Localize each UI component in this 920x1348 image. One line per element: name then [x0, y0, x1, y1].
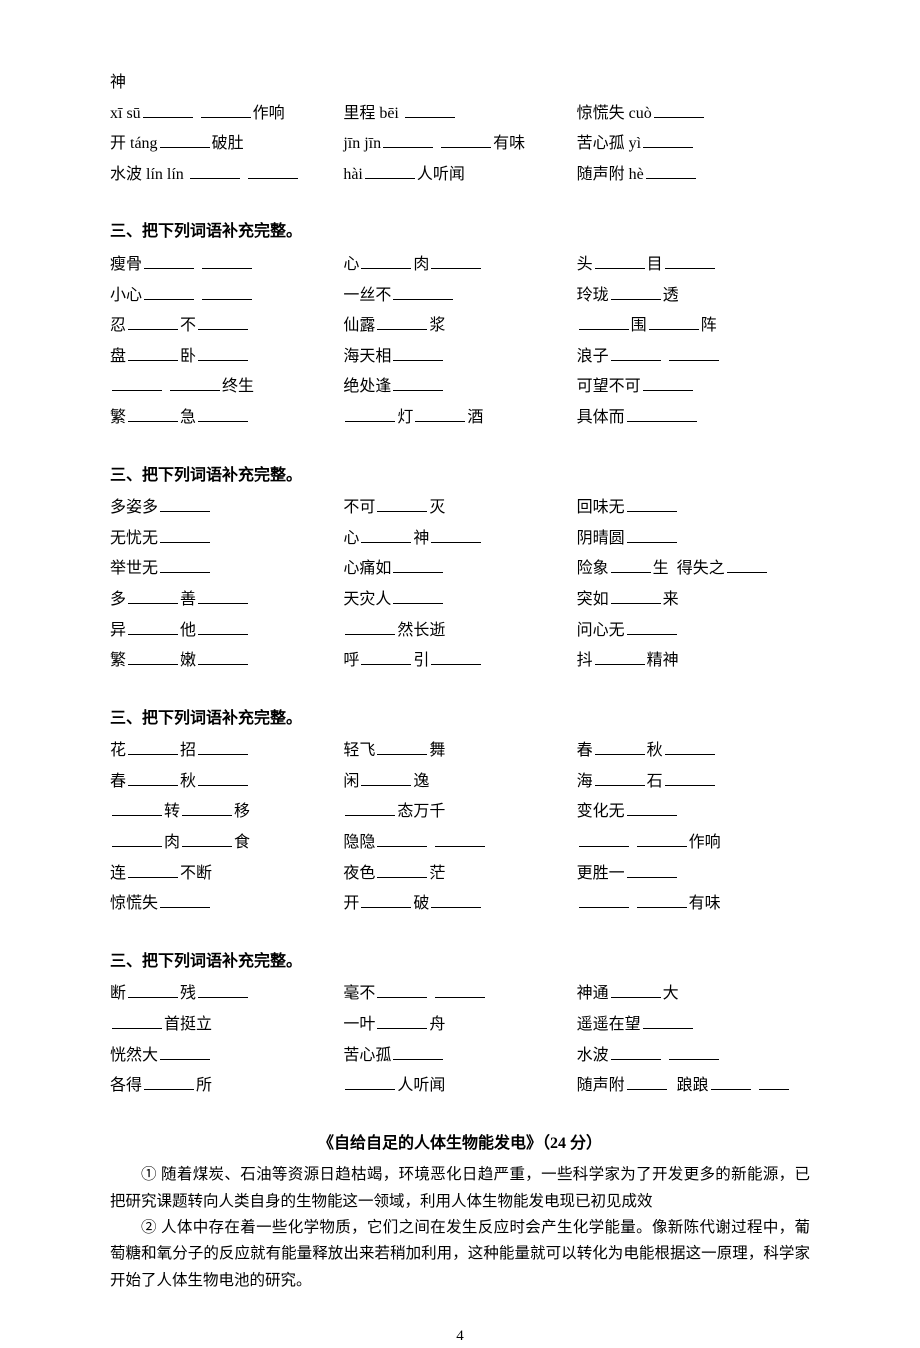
section-idiom-1: 三、把下列词语补充完整。 瘦骨 心肉头目 小心 一丝不玲珑透 忍不仙露浆围阵 盘…: [110, 219, 810, 430]
section-pinyin: 神 xī sū 作响 里程 bēi 惊慌失 cuò 开 táng破肚 jīn j…: [110, 70, 810, 187]
section-idiom-2: 三、把下列词语补充完整。 多姿多不可灭回味无 无忧无心神阴晴圆 举世无心痛如险象…: [110, 463, 810, 674]
article-p1: ① 随着煤炭、石油等资源日趋枯竭，环境恶化日趋严重，一些科学家为了开发更多的新能…: [110, 1162, 810, 1215]
text: 神: [110, 70, 126, 96]
section-idiom-3: 三、把下列词语补充完整。 花招轻飞舞春秋 春秋闲逸海石 转移态万千变化无 肉食隐…: [110, 706, 810, 917]
article-p2: ② 人体中存在着一些化学物质，它们之间在发生反应时会产生化学能量。像新陈代谢过程…: [110, 1215, 810, 1294]
heading: 三、把下列词语补充完整。: [110, 949, 810, 975]
heading: 三、把下列词语补充完整。: [110, 463, 810, 489]
row: 水波 lín lín hài人听闻 随声附 hè: [110, 161, 810, 188]
heading: 三、把下列词语补充完整。: [110, 706, 810, 732]
section-idiom-4: 三、把下列词语补充完整。 断残毫不 神通大 首挺立一叶舟遥遥在望 恍然大苦心孤水…: [110, 949, 810, 1099]
article: 《自给自足的人体生物能发电》（24 分） ① 随着煤炭、石油等资源日趋枯竭，环境…: [110, 1131, 810, 1294]
row: xī sū 作响 里程 bēi 惊慌失 cuò: [110, 100, 810, 127]
cell: 神: [110, 70, 810, 96]
article-title: 《自给自足的人体生物能发电》（24 分）: [110, 1131, 810, 1157]
heading: 三、把下列词语补充完整。: [110, 219, 810, 245]
row: 神: [110, 70, 810, 96]
page-number: 4: [110, 1324, 810, 1348]
row: 开 táng破肚 jīn jīn 有味 苦心孤 yì: [110, 130, 810, 157]
